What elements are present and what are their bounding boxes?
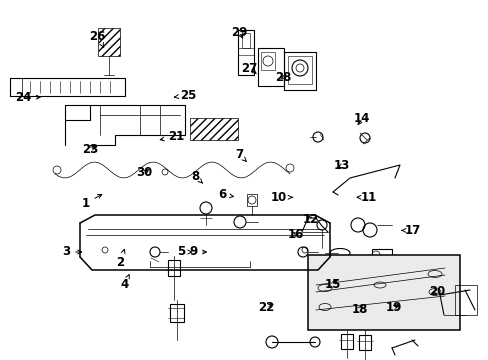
Text: 15: 15 (324, 278, 340, 291)
Text: 14: 14 (353, 112, 369, 125)
Text: 19: 19 (385, 301, 401, 314)
Bar (10, 78, 22, 96)
Bar (340, 334, 352, 349)
Bar (168, 260, 180, 276)
Text: 21: 21 (160, 130, 184, 143)
Text: 27: 27 (241, 62, 257, 75)
Text: 10: 10 (270, 191, 292, 204)
Text: 8: 8 (191, 170, 202, 183)
Bar (371, 249, 391, 261)
Bar (190, 118, 238, 140)
Text: 6: 6 (218, 188, 233, 201)
Text: 18: 18 (350, 303, 367, 316)
Text: 2: 2 (116, 249, 124, 269)
Bar (284, 52, 315, 90)
Text: 4: 4 (121, 275, 129, 291)
Bar (246, 194, 257, 206)
Text: 20: 20 (428, 285, 445, 298)
Text: 30: 30 (136, 166, 152, 179)
Bar (10, 78, 125, 96)
Text: 22: 22 (258, 301, 274, 314)
Bar (454, 285, 476, 315)
Text: 28: 28 (275, 71, 291, 84)
Text: 29: 29 (231, 26, 247, 39)
Text: 23: 23 (82, 143, 99, 156)
Bar (261, 52, 274, 70)
Text: 25: 25 (174, 89, 196, 102)
Text: 1: 1 (81, 194, 102, 210)
Bar (258, 48, 284, 86)
Text: 16: 16 (287, 228, 304, 240)
Bar (358, 335, 370, 350)
Text: 5: 5 (177, 246, 191, 258)
Text: 26: 26 (89, 30, 106, 48)
Bar (287, 56, 311, 84)
Bar (98, 28, 120, 56)
Text: 9: 9 (189, 246, 206, 258)
Text: 12: 12 (302, 213, 318, 226)
Text: 24: 24 (15, 91, 40, 104)
Bar (307, 255, 459, 330)
Text: 11: 11 (356, 191, 377, 204)
Bar (238, 30, 253, 75)
Text: 13: 13 (333, 159, 350, 172)
Text: 17: 17 (401, 224, 421, 237)
Bar (170, 304, 183, 322)
Text: 7: 7 (235, 148, 246, 162)
Text: 3: 3 (62, 246, 81, 258)
Bar (242, 33, 249, 48)
